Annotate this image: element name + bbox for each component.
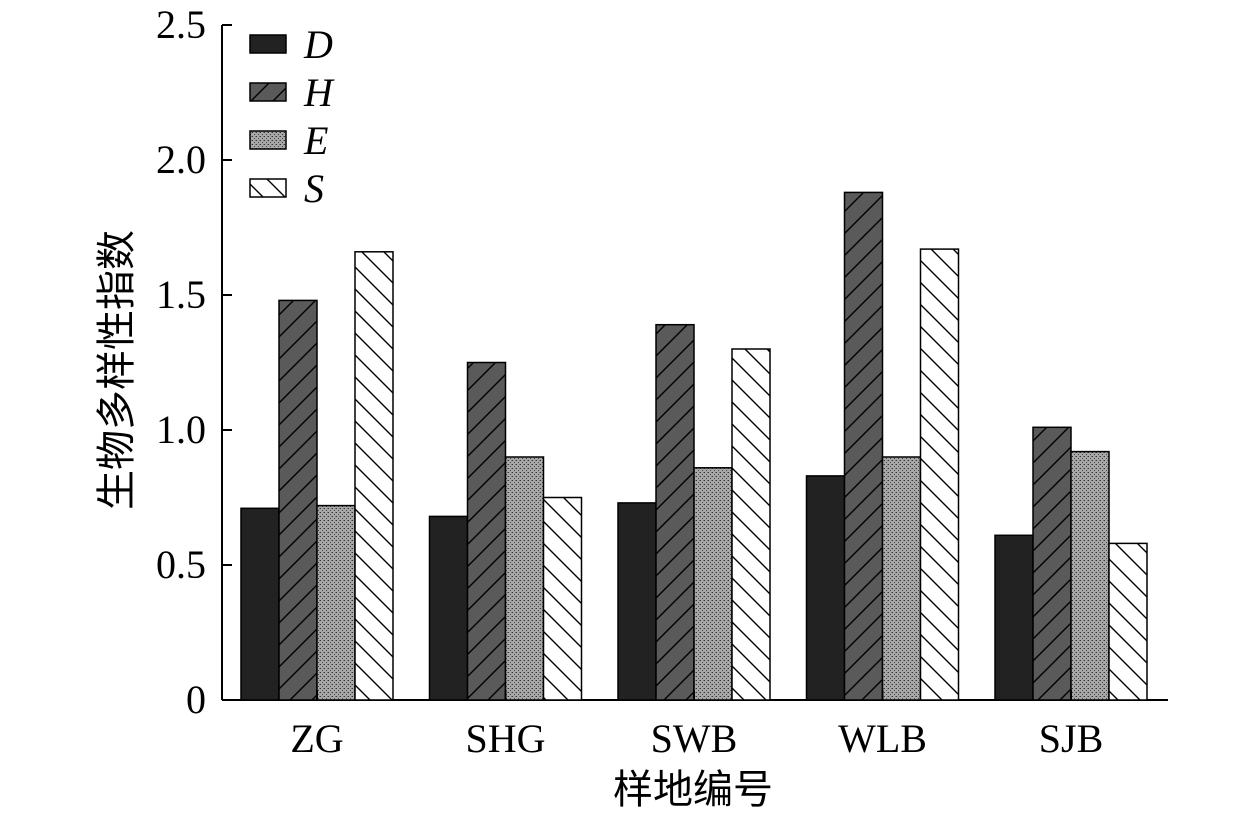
bar-H-SJB bbox=[1032, 426, 1072, 701]
bar-S-SWB bbox=[731, 348, 771, 701]
x-tick-label-WLB: WLB bbox=[838, 716, 927, 761]
bar-E-SHG bbox=[504, 456, 545, 701]
x-tick-label-SHG: SHG bbox=[465, 716, 545, 761]
x-tick-label-ZG: ZG bbox=[290, 716, 343, 761]
bar-H-SHG bbox=[466, 361, 507, 701]
bar-E-SWB bbox=[693, 467, 733, 701]
bar-D-SJB bbox=[994, 534, 1034, 701]
legend-label-D: D bbox=[303, 22, 333, 67]
y-axis-title: 生物多样性指数 bbox=[94, 230, 139, 510]
legend-label-S: S bbox=[304, 166, 324, 211]
bar-E-WLB bbox=[881, 456, 922, 701]
bar-D-ZG bbox=[240, 507, 280, 701]
y-ticks: 0 0.5 1.0 1.5 2.0 2.5 bbox=[156, 2, 232, 722]
bar-D-SWB bbox=[617, 502, 657, 701]
bar-S-SHG bbox=[542, 496, 583, 701]
y-tick-label: 0 bbox=[186, 677, 206, 722]
x-tick-labels: ZG SHG SWB WLB SJB bbox=[290, 716, 1103, 761]
legend-swatch-H bbox=[249, 82, 287, 102]
y-tick-label: 0.5 bbox=[156, 542, 206, 587]
bar-D-SHG bbox=[428, 515, 469, 701]
x-axis-title: 样地编号 bbox=[613, 767, 773, 811]
bar-H-ZG bbox=[278, 299, 318, 701]
y-tick-label: 1.5 bbox=[156, 272, 206, 317]
legend-swatch-D bbox=[249, 34, 287, 54]
x-tick-label-SWB: SWB bbox=[651, 716, 738, 761]
legend-label-H: H bbox=[303, 70, 335, 115]
bar-S-SJB bbox=[1108, 542, 1148, 701]
bar-D-WLB bbox=[805, 475, 846, 701]
bar-H-SWB bbox=[655, 323, 695, 701]
bar-E-SJB bbox=[1070, 450, 1110, 701]
y-tick-label: 2.0 bbox=[156, 137, 206, 182]
y-tick-label: 2.5 bbox=[156, 2, 206, 47]
bar-S-ZG bbox=[354, 251, 394, 701]
bars bbox=[240, 191, 1148, 701]
bar-S-WLB bbox=[919, 248, 960, 701]
bar-H-WLB bbox=[843, 191, 884, 701]
bar-E-ZG bbox=[316, 504, 356, 701]
y-tick-label: 1.0 bbox=[156, 407, 206, 452]
legend-label-E: E bbox=[303, 118, 328, 163]
legend-swatch-S bbox=[249, 178, 287, 198]
legend-swatch-E bbox=[249, 130, 287, 150]
x-tick-label-SJB: SJB bbox=[1039, 716, 1104, 761]
